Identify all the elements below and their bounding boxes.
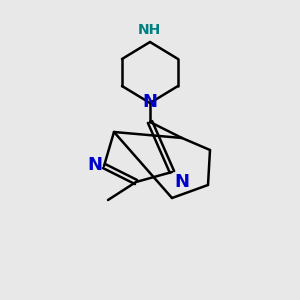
Text: NH: NH [137,23,160,37]
Text: N: N [174,173,189,191]
Text: N: N [142,93,158,111]
Text: N: N [87,156,102,174]
